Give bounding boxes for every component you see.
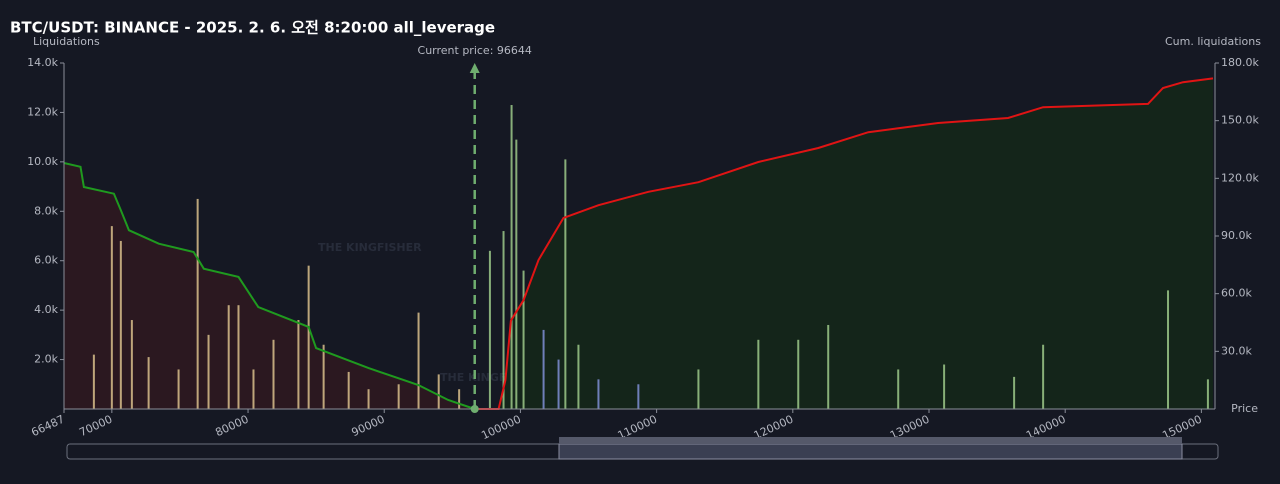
bar: [1206, 379, 1209, 409]
bar: [757, 339, 760, 409]
y-axis-label: Liquidations: [33, 35, 100, 48]
bar: [322, 344, 325, 409]
y-tick-label: 2.0k: [34, 353, 58, 366]
bar: [542, 329, 545, 409]
bar: [130, 320, 133, 409]
x-axis-label: Price: [1231, 402, 1258, 415]
bar: [347, 371, 350, 409]
bar: [637, 384, 640, 409]
bar: [207, 334, 210, 409]
bar: [827, 324, 830, 409]
bar: [417, 312, 420, 409]
chart-title: BTC/USDT: BINANCE - 2025. 2. 6. 오전 8:20:…: [10, 19, 495, 37]
bar: [367, 389, 370, 409]
bar: [510, 105, 513, 409]
bar: [237, 305, 240, 409]
bar: [110, 226, 113, 409]
bar: [797, 339, 800, 409]
y2-tick-label: 120.0k: [1221, 171, 1259, 184]
bar: [1042, 344, 1045, 409]
current-price-label: Current price: 96644: [418, 44, 532, 57]
current-price-dot: [470, 405, 479, 413]
y-tick-label: 14.0k: [27, 56, 58, 69]
bar: [502, 231, 505, 409]
y2-tick-label: 60.0k: [1221, 287, 1252, 300]
y-tick-label: 6.0k: [34, 254, 58, 267]
scrollbar-grip[interactable]: [559, 437, 1182, 444]
bar: [897, 369, 900, 409]
y-tick-label: 10.0k: [27, 155, 58, 168]
y-tick-label: 12.0k: [27, 105, 58, 118]
cumulative-line: [474, 77, 1214, 410]
bar: [92, 354, 95, 409]
bar: [147, 357, 150, 409]
bar: [397, 384, 400, 409]
bar: [1167, 290, 1170, 409]
y2-tick-label: 150.0k: [1221, 114, 1259, 127]
watermark: THE KINGFISHER: [318, 241, 422, 254]
y2-tick-label: 90.0k: [1221, 229, 1252, 242]
bar: [458, 389, 461, 409]
bar: [488, 250, 491, 409]
y-tick-label: 8.0k: [34, 204, 58, 217]
y2-axis-label: Cum. liquidations: [1165, 35, 1261, 48]
y2-tick-label: 30.0k: [1221, 344, 1252, 357]
bar: [515, 139, 518, 409]
bar: [272, 339, 275, 409]
bar: [577, 344, 580, 409]
scrollbar-handle[interactable]: [558, 443, 1183, 460]
cumulative-area: [64, 163, 475, 409]
bar: [522, 270, 525, 409]
bar: [177, 369, 180, 409]
cumulative-area: [474, 78, 1213, 410]
plot-area: THE KINGFISHER.ioTHE KINGFISHER2.0k4.0k6…: [27, 44, 1259, 442]
cumulative-line: [63, 162, 476, 410]
bar: [297, 320, 300, 409]
y2-tick-label: 180.0k: [1221, 56, 1259, 69]
bar: [196, 198, 199, 409]
bar: [1013, 376, 1016, 409]
bar: [943, 364, 946, 409]
bar: [437, 374, 440, 409]
bar: [564, 159, 567, 409]
current-price-arrow: [469, 63, 480, 73]
bar: [697, 369, 700, 409]
bar: [252, 369, 255, 409]
bar: [557, 359, 560, 409]
bar: [119, 240, 122, 409]
bar: [307, 265, 310, 409]
bar: [227, 305, 230, 409]
y-tick-label: 4.0k: [34, 303, 58, 316]
bar: [597, 379, 600, 409]
